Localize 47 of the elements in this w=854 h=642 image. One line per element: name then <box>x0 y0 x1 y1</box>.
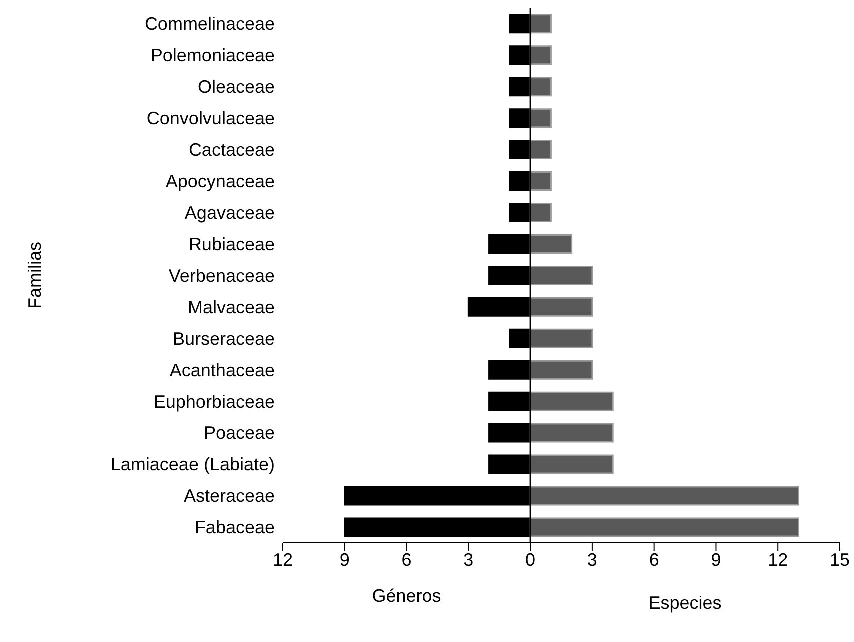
y-tick-label: Oleaceae <box>198 77 275 98</box>
x-tick-label: 0 <box>526 550 536 570</box>
y-axis-title: Familias <box>24 242 46 310</box>
x-tick-label: 6 <box>649 550 660 570</box>
x-tick-label: 9 <box>340 550 350 570</box>
bar <box>530 328 594 348</box>
bar <box>530 518 800 538</box>
y-tick-label: Malvaceae <box>188 297 275 318</box>
y-tick-label: Acanthaceae <box>170 360 275 380</box>
bar <box>530 108 552 128</box>
bar <box>530 266 594 286</box>
y-tick-label: Rubiaceae <box>188 234 275 254</box>
bar <box>530 423 614 443</box>
bar <box>530 234 573 254</box>
bar <box>530 454 614 474</box>
bar <box>530 202 552 222</box>
bar <box>530 172 552 192</box>
y-tick-label: Convolvulaceae <box>146 108 275 129</box>
x-tick-label: 12 <box>272 550 294 570</box>
bar <box>530 360 594 380</box>
bar <box>530 14 552 34</box>
y-tick-label: Polemoniaceae <box>150 46 275 66</box>
y-tick-label: Agavaceae <box>184 202 275 223</box>
y-tick-label: Cactaceae <box>188 140 275 160</box>
y-tick-label: Lamiaceae (Labiate) <box>110 454 275 475</box>
bar <box>530 392 614 412</box>
y-tick-label: Commelinaceae <box>144 14 275 34</box>
y-tick-label: Verbenaceae <box>168 266 275 286</box>
x-tick-label: 3 <box>587 550 598 570</box>
text: Especies <box>648 593 723 614</box>
x-tick-label: 3 <box>464 550 474 570</box>
x-tick-label: 9 <box>711 550 722 570</box>
bar <box>530 140 552 160</box>
x-axis-title: Géneros <box>371 586 442 607</box>
x-tick-label: 6 <box>402 550 412 570</box>
y-tick-label: Euphorbiaceae <box>154 392 275 412</box>
y-tick-label: Poaceae <box>204 423 275 444</box>
y-tick-label: Asteraceae <box>184 486 275 506</box>
bar <box>530 486 800 506</box>
bar <box>530 77 552 97</box>
y-tick-label: Burseraceae <box>172 328 275 349</box>
bar <box>530 46 552 66</box>
x-tick-label: 15 <box>830 550 850 570</box>
y-tick-label: Fabaceae <box>194 518 275 538</box>
y-tick-label: Apocynaceae <box>166 171 275 192</box>
x-tick-label: 12 <box>768 550 788 570</box>
bar <box>530 297 594 317</box>
